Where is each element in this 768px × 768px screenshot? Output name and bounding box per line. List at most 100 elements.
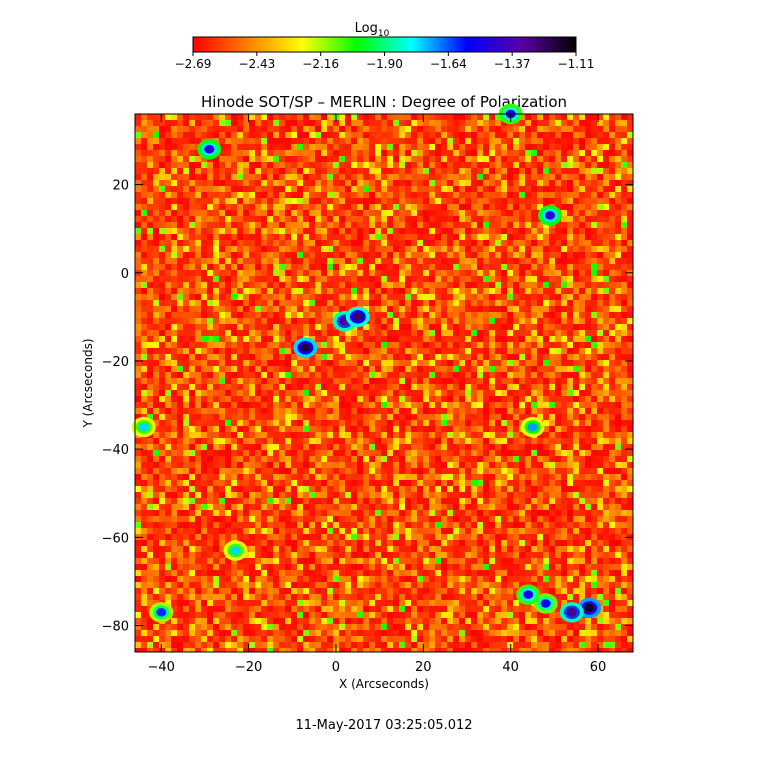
heatmap-cell xyxy=(609,258,615,264)
heatmap-cell xyxy=(231,174,237,180)
heatmap-cell xyxy=(423,276,429,282)
heatmap-cell xyxy=(585,336,591,342)
heatmap-cell xyxy=(429,318,435,324)
heatmap-cell xyxy=(603,288,609,294)
heatmap-cell xyxy=(237,114,243,120)
heatmap-cell xyxy=(165,312,171,318)
heatmap-cell xyxy=(201,288,207,294)
heatmap-cell xyxy=(381,288,387,294)
heatmap-cell xyxy=(177,240,183,246)
heatmap-cell xyxy=(189,360,195,366)
heatmap-cell xyxy=(567,420,573,426)
heatmap-cell xyxy=(141,384,147,390)
heatmap-cell xyxy=(549,396,555,402)
heatmap-cell xyxy=(339,174,345,180)
heatmap-cell xyxy=(537,360,543,366)
heatmap-cell xyxy=(543,276,549,282)
heatmap-cell xyxy=(477,324,483,330)
heatmap-cell xyxy=(189,144,195,150)
heatmap-cell xyxy=(387,360,393,366)
heatmap-cell xyxy=(141,468,147,474)
heatmap-cell xyxy=(249,312,255,318)
heatmap-cell xyxy=(177,312,183,318)
heatmap-cell xyxy=(417,168,423,174)
heatmap-cell xyxy=(267,258,273,264)
heatmap-cell xyxy=(585,306,591,312)
heatmap-cell xyxy=(567,246,573,252)
heatmap-cell xyxy=(321,132,327,138)
colorbar-label-subscript: 10 xyxy=(378,29,390,39)
heatmap-cell xyxy=(441,420,447,426)
heatmap-cell xyxy=(291,414,297,420)
heatmap-cell xyxy=(549,144,555,150)
heatmap-cell xyxy=(621,234,627,240)
heatmap-cell xyxy=(597,420,603,426)
heatmap-cell xyxy=(549,132,555,138)
heatmap-cell xyxy=(459,264,465,270)
heatmap-cell xyxy=(447,300,453,306)
heatmap-cell xyxy=(603,192,609,198)
heatmap-cell xyxy=(183,288,189,294)
heatmap-cell xyxy=(171,390,177,396)
heatmap-cell xyxy=(273,336,279,342)
heatmap-cell xyxy=(333,354,339,360)
heatmap-cell xyxy=(483,192,489,198)
heatmap-cell xyxy=(573,180,579,186)
heatmap-cell xyxy=(525,408,531,414)
heatmap-cell xyxy=(261,384,267,390)
heatmap-cell xyxy=(495,432,501,438)
heatmap-cell xyxy=(375,144,381,150)
heatmap-cell xyxy=(609,150,615,156)
heatmap-cell xyxy=(627,144,633,150)
heatmap-cell xyxy=(483,294,489,300)
heatmap-cell xyxy=(573,228,579,234)
heatmap-cell xyxy=(435,252,441,258)
heatmap-cell xyxy=(579,222,585,228)
heatmap-cell xyxy=(447,210,453,216)
heatmap-cell xyxy=(381,204,387,210)
heatmap-cell xyxy=(603,228,609,234)
heatmap-cell xyxy=(513,402,519,408)
heatmap-cell xyxy=(207,210,213,216)
heatmap-cell xyxy=(459,204,465,210)
heatmap-cell xyxy=(615,120,621,126)
heatmap-cell xyxy=(345,300,351,306)
heatmap-cell xyxy=(621,366,627,372)
heatmap-cell xyxy=(591,294,597,300)
heatmap-cell xyxy=(609,120,615,126)
heatmap-cell xyxy=(627,180,633,186)
heatmap-cell xyxy=(141,276,147,282)
heatmap-cell xyxy=(585,234,591,240)
heatmap-cell xyxy=(435,288,441,294)
heatmap-cell xyxy=(627,414,633,420)
heatmap-cell xyxy=(213,156,219,162)
heatmap-cell xyxy=(381,270,387,276)
heatmap-cell xyxy=(459,336,465,342)
heatmap-cell xyxy=(321,138,327,144)
heatmap-cell xyxy=(315,228,321,234)
heatmap-cell xyxy=(489,444,495,450)
heatmap-cell xyxy=(543,138,549,144)
heatmap-cell xyxy=(357,180,363,186)
heatmap-cell xyxy=(471,246,477,252)
heatmap-cell xyxy=(201,366,207,372)
heatmap-cell xyxy=(627,282,633,288)
heatmap-cell xyxy=(375,120,381,126)
heatmap-cell xyxy=(339,372,345,378)
heatmap-cell xyxy=(387,276,393,282)
heatmap-cell xyxy=(159,228,165,234)
heatmap-cell xyxy=(435,336,441,342)
heatmap-cell xyxy=(465,360,471,366)
heatmap-cell xyxy=(423,420,429,426)
heatmap-cell xyxy=(135,264,141,270)
heatmap-cell xyxy=(195,288,201,294)
heatmap-cell xyxy=(321,276,327,282)
heatmap-cell xyxy=(153,120,159,126)
heatmap-cell xyxy=(411,420,417,426)
heatmap-cell xyxy=(303,450,309,456)
heatmap-cell xyxy=(153,420,159,426)
heatmap-cell xyxy=(597,408,603,414)
heatmap-cell xyxy=(225,198,231,204)
heatmap-cell xyxy=(555,222,561,228)
heatmap-cell xyxy=(471,216,477,222)
